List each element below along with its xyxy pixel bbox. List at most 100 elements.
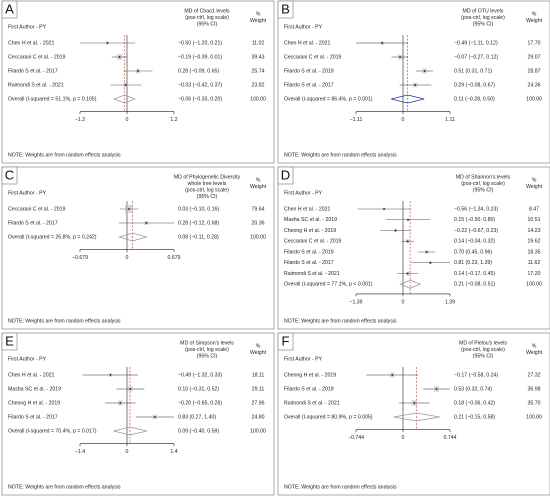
overall-name: Overall (I-squared = 86.4%, p = 0.001): [284, 96, 373, 102]
weight-label: 19.62: [528, 239, 541, 245]
point-estimate: [394, 229, 397, 232]
effect-header: (95% CI): [197, 21, 218, 27]
effect-header: (pos-ctrl, log scale): [461, 181, 505, 187]
effect-header: (pos-ctrl, log scale): [461, 15, 505, 21]
study-name: Raimondi S et al. - 2021: [8, 82, 64, 88]
overall-diamond: [391, 94, 425, 104]
weight-label: 11.02: [252, 40, 265, 46]
study-name: Filardo S et al. - 2017: [284, 82, 334, 88]
note: NOTE: Weights are from random effects an…: [284, 484, 397, 490]
panel-label-box: [1, 166, 18, 185]
overall-diamond: [113, 426, 147, 436]
study-name: Ceccarani C et al. - 2019: [284, 239, 341, 245]
weight-header: Weight: [526, 18, 543, 24]
effect-header: (pos-ctrl, log scale): [185, 187, 229, 193]
forest-panel: C First Author - PY MD of Phylogenetic Div…: [1, 166, 275, 330]
panel-border: [1, 0, 275, 164]
point-estimate: [145, 222, 148, 224]
weight-label: 29.07: [528, 54, 541, 60]
point-estimate: [153, 416, 156, 418]
weight-label: 17.70: [528, 40, 541, 46]
x-tick-label: 0: [402, 299, 405, 305]
forest-panel: A First Author - PY MD of Chao1 levels(pos…: [1, 0, 275, 164]
study-name: Filardo S et al. - 2019: [284, 386, 334, 392]
point-estimate: [118, 56, 121, 58]
x-tick-label: 0: [402, 117, 405, 123]
overall-name: Overall (I-squared = 26.8%, p = 0.242): [8, 234, 97, 240]
effect-header: (95% CI): [197, 194, 218, 200]
panel-label-box: [277, 0, 294, 19]
x-tick-label: 1.39: [445, 299, 455, 305]
weight-label: 11.62: [528, 260, 541, 266]
panel-label: C: [5, 167, 14, 182]
panel-label-box: [1, 0, 18, 19]
forest-panel: D First Author - PY MD of Shannon's levels…: [277, 166, 550, 330]
x-tick-label: 0: [126, 449, 129, 455]
weight-label: 36.98: [528, 386, 541, 392]
overall-ci-label: 0.21 (−0.08, 0.51): [454, 282, 495, 288]
weight-header: %: [256, 343, 261, 349]
point-estimate: [399, 56, 401, 58]
ci-label: 0.51 (0.31, 0.71): [454, 68, 492, 74]
ci-label: 0.28 (−0.12, 0.68): [178, 220, 219, 226]
overall-weight-label: 100.00: [526, 282, 542, 288]
weight-label: 27.96: [252, 400, 265, 406]
ci-label: −0.19 (−0.39, 0.01): [178, 54, 222, 60]
overall-diamond: [393, 412, 440, 422]
study-name: Filardo S et al. - 2017: [8, 68, 58, 74]
ci-label: 0.10 (−0.31, 0.52): [178, 386, 219, 392]
note: NOTE: Weights are from random effects an…: [8, 152, 121, 158]
study-name: Chen H et al. - 2021: [8, 372, 55, 378]
study-name: Cheong H et al. - 2019: [284, 372, 336, 378]
x-tick-label: 0: [126, 117, 129, 123]
weight-label: 20.36: [252, 220, 265, 226]
ci-label: −0.50 (−1.20, 0.21): [178, 40, 222, 46]
x-tick-label: 1.4: [170, 449, 177, 455]
study-header: First Author - PY: [284, 356, 323, 362]
ci-label: −0.03 (−0.42, 0.37): [178, 82, 222, 88]
effect-header: MD of OTU levels: [463, 8, 504, 14]
panel-label-box: [277, 166, 294, 185]
study-name: Chen H et al. - 2021: [284, 206, 331, 212]
overall-weight-label: 100.00: [250, 234, 266, 240]
weight-label: 27.32: [528, 372, 541, 378]
study-name: Chen H et al. - 2021: [284, 40, 331, 46]
overall-weight-label: 100.00: [526, 96, 542, 102]
study-name: Cheong H et al. - 2019: [284, 228, 336, 234]
study-name: Filardo S et al. - 2017: [8, 220, 58, 226]
study-name: Ceccarani C et al. - 2019: [8, 54, 65, 60]
effect-header: MD of Simpson's levels: [180, 340, 234, 346]
panel-border: [1, 166, 275, 330]
effect-header: MD of Shannon's levels: [456, 174, 511, 180]
effect-header: (95% CI): [197, 353, 218, 359]
weight-label: 25.74: [252, 68, 265, 74]
weight-label: 8.47: [529, 206, 539, 212]
note: NOTE: Weights are from random effects an…: [284, 152, 397, 158]
ci-label: 0.29 (−0.08, 0.67): [454, 82, 495, 88]
weight-label: 10.51: [528, 217, 541, 223]
weight-label: 24.80: [252, 414, 265, 420]
point-estimate: [109, 374, 112, 376]
weight-header: Weight: [250, 350, 267, 356]
ci-label: 0.70 (0.45, 0.96): [454, 249, 492, 255]
weight-label: 79.64: [252, 206, 265, 212]
weight-label: 28.87: [528, 68, 541, 74]
ci-label: −0.20 (−0.65, 0.26): [178, 400, 222, 406]
x-tick-label: −1.2: [75, 117, 85, 123]
panel-border: [277, 332, 550, 496]
x-tick-label: 0.744: [444, 435, 457, 441]
panel-border: [277, 166, 550, 330]
ci-label: 0.14 (−0.17, 0.45): [454, 271, 495, 277]
panel-label-box: [1, 332, 18, 351]
overall-name: Overall (I-squared = 80.9%, p = 0.005): [284, 414, 373, 420]
weight-header: %: [256, 11, 261, 17]
point-estimate: [435, 388, 438, 390]
ci-label: −0.49 (−1.11, 0.12): [454, 40, 498, 46]
study-name: Masha SC et al. - 2019: [284, 217, 337, 223]
study-name: Raimondi S et al. - 2021: [284, 271, 340, 277]
point-estimate: [406, 240, 409, 243]
x-tick-label: 1.2: [170, 117, 177, 123]
overall-name: Overall (I-squared = 51.1%, p = 0.105): [8, 96, 97, 102]
